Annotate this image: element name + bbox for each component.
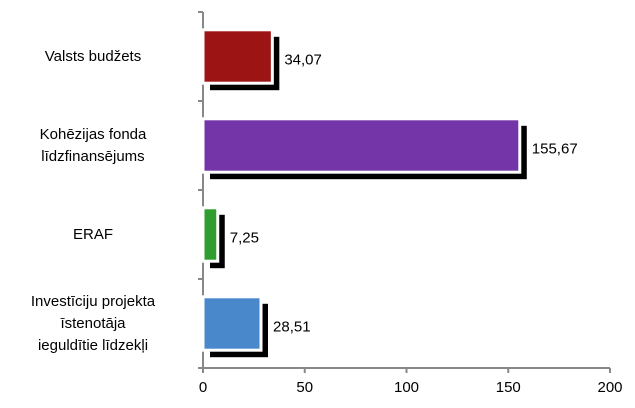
bar <box>201 295 263 352</box>
x-tick-label: 150 <box>496 379 521 396</box>
bar <box>201 28 274 85</box>
y-tick-label: Investīciju projekta īstenotāja ieguldīt… <box>30 292 156 354</box>
value-label: 155,67 <box>532 140 578 157</box>
x-tick-label: 100 <box>394 379 419 396</box>
bar <box>201 117 522 174</box>
bar <box>201 206 220 263</box>
y-tick-label: Valsts budžets <box>44 47 142 65</box>
x-tick-label: 0 <box>199 379 207 396</box>
value-label: 34,07 <box>284 51 322 68</box>
x-tick-label: 50 <box>296 379 313 396</box>
value-label: 7,25 <box>230 229 259 246</box>
y-tick-label: Kohēzijas fonda līdzfinansējums <box>39 125 147 165</box>
y-tick-label: ERAF <box>72 225 113 243</box>
value-label: 28,51 <box>273 318 311 335</box>
x-tick-label: 200 <box>597 379 622 396</box>
